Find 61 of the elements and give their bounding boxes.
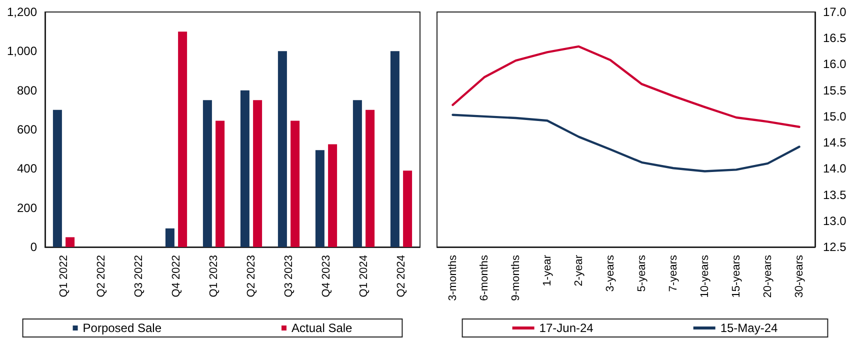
bar [278, 51, 287, 247]
y-tick-label: 16.5 [823, 31, 847, 46]
x-tick-label: Q3 2023 [282, 255, 295, 298]
y-tick-label: 13.5 [823, 188, 847, 202]
y-tick-label: 1,000 [6, 44, 38, 58]
bar [66, 237, 75, 247]
legend-label: 17-Jun-24 [539, 321, 594, 335]
x-tick-label: Q1 2023 [208, 255, 220, 298]
y-tick-label: 14.5 [823, 136, 847, 150]
x-tick-label: 2-year [572, 254, 585, 286]
bar [366, 110, 375, 247]
y-tick-label: 600 [16, 122, 38, 136]
bar [240, 90, 250, 247]
x-tick-label: 5-years [636, 254, 648, 292]
x-tick-label: Q1 2022 [58, 255, 70, 298]
legend-label: Porposed Sale [82, 321, 162, 335]
x-tick-label: 3-years [604, 254, 616, 292]
x-tick-label: Q3 2022 [132, 255, 145, 298]
x-tick-label: Q2 2023 [245, 255, 258, 298]
legend-label: 15-May-24 [720, 321, 778, 335]
y-tick-label: 200 [16, 200, 38, 215]
x-tick-label: Q4 2023 [320, 255, 332, 298]
y-tick-label: 400 [16, 162, 38, 176]
bar [328, 144, 338, 247]
y-tick-label: 0 [30, 240, 38, 254]
x-tick-label: Q2 2024 [395, 255, 408, 298]
bar [315, 150, 324, 247]
y-tick-label: 15.5 [823, 83, 847, 98]
x-tick-label: Q2 2022 [95, 255, 108, 298]
line-series [452, 45, 800, 128]
bar [403, 170, 412, 247]
bar [352, 100, 362, 247]
x-tick-label: 20-years [762, 254, 774, 298]
bar [253, 100, 262, 247]
y-tick-label: 14.0 [823, 162, 847, 176]
y-tick-label: 12.5 [823, 240, 847, 254]
legend-label: Actual Sale [292, 321, 353, 335]
bar [202, 100, 212, 247]
x-tick-label: 10-years [698, 254, 711, 298]
line-series [452, 114, 800, 172]
bar [290, 120, 300, 247]
x-tick-label: 9-months [510, 254, 522, 301]
x-tick-label: 6-months [478, 254, 490, 301]
bar [165, 228, 174, 247]
x-tick-label: 15-years [730, 254, 742, 298]
y-tick-label: 17.0 [823, 5, 847, 19]
y-tick-label: 16.0 [823, 57, 847, 72]
x-tick-label: 30-years [793, 254, 806, 298]
y-tick-label: 13.0 [823, 214, 847, 228]
x-tick-label: Q1 2024 [358, 255, 370, 298]
x-tick-label: 3-months [446, 254, 459, 301]
bar [52, 110, 62, 247]
y-tick-label: 1,200 [6, 5, 38, 19]
x-tick-label: 1-year [541, 254, 554, 286]
bar [216, 120, 225, 247]
y-tick-label: 15.0 [823, 109, 847, 124]
x-tick-label: 7-years [667, 254, 680, 292]
bar [178, 32, 188, 247]
x-tick-label: Q4 2022 [170, 255, 182, 298]
y-tick-label: 800 [16, 83, 38, 98]
bar [390, 51, 400, 247]
